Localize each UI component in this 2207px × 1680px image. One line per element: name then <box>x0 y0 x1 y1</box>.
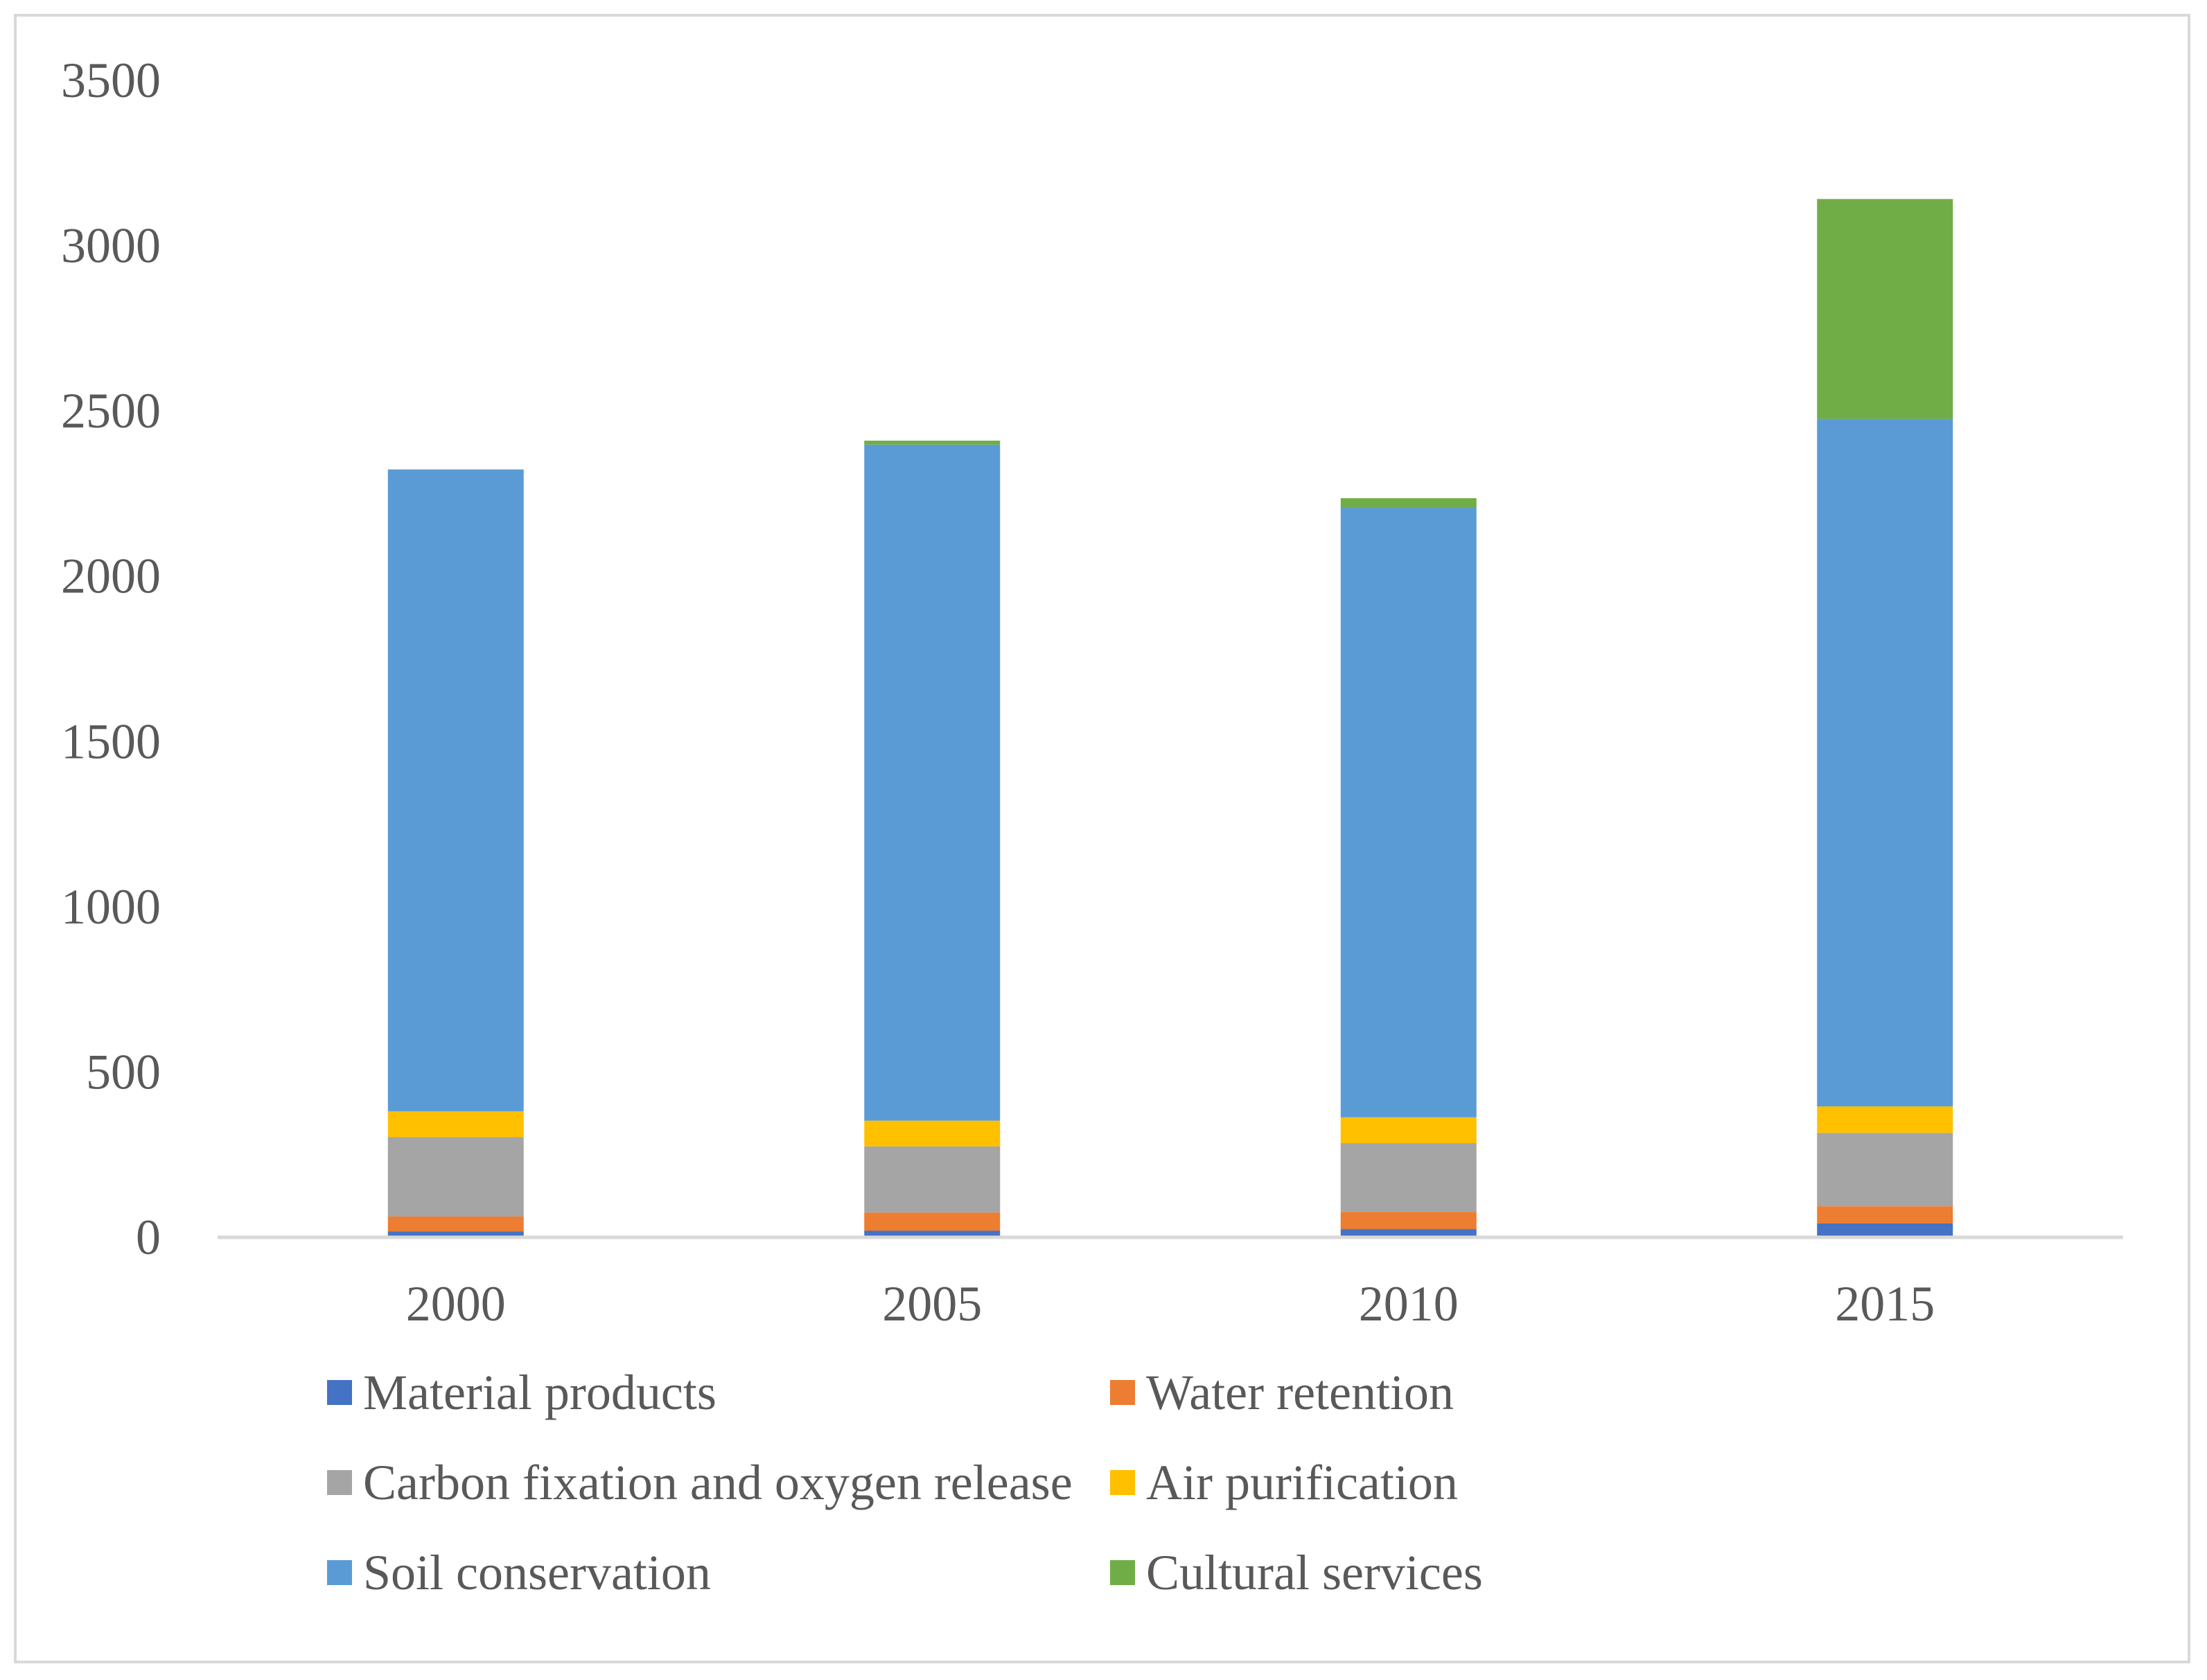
bar-2000-water-retention <box>387 1216 524 1232</box>
bar-2005-water-retention <box>864 1212 1001 1231</box>
x-axis-tick-labels: 2000 2005 2010 2015 <box>406 1276 1935 1332</box>
legend-swatch <box>1110 1470 1135 1495</box>
legend-swatch <box>327 1380 352 1405</box>
bar-stacks <box>387 199 1953 1237</box>
chart-frame: 0 500 1000 1500 2000 2500 3000 3500 2000 2005 201… <box>14 14 2190 1663</box>
legend-item-air-purification: Air purification <box>1110 1455 1458 1510</box>
bar-2015-carbon-fixation-and-oxygen-release <box>1817 1133 1953 1207</box>
x-tick-label-2000: 2000 <box>406 1276 506 1332</box>
y-tick-label-0: 0 <box>136 1210 161 1265</box>
bar-2010-cultural-services <box>1340 498 1477 508</box>
legend-label: Air purification <box>1146 1455 1458 1510</box>
bar-stack-2015 <box>1817 199 1953 1237</box>
bar-stack-2010 <box>1340 498 1477 1237</box>
bar-2015-air-purification <box>1817 1106 1953 1133</box>
legend-item-cultural-services: Cultural services <box>1110 1545 1483 1600</box>
y-tick-label-3000: 3000 <box>61 218 161 274</box>
y-tick-label-500: 500 <box>86 1044 161 1099</box>
bar-2005-soil-conservation <box>864 444 1001 1121</box>
legend-item-soil-conservation: Soil conservation <box>327 1545 711 1600</box>
bar-2010-soil-conservation <box>1340 507 1477 1117</box>
legend-item-material-products: Material products <box>327 1365 716 1420</box>
legend: Material products Water retention Carbon f… <box>327 1365 1483 1600</box>
bar-2000-material-products <box>387 1231 524 1237</box>
bar-2010-carbon-fixation-and-oxygen-release <box>1340 1143 1477 1212</box>
bar-2005-carbon-fixation-and-oxygen-release <box>864 1146 1001 1213</box>
bar-stack-2005 <box>864 441 1001 1237</box>
legend-item-carbon-fixation-and-oxygen-release: Carbon fixation and oxygen release <box>327 1455 1073 1510</box>
stacked-bar-chart: 0 500 1000 1500 2000 2500 3000 3500 2000 2005 201… <box>61 53 2123 1600</box>
y-tick-label-1500: 1500 <box>61 714 161 769</box>
bar-2000-air-purification <box>387 1111 524 1138</box>
bar-2000-carbon-fixation-and-oxygen-release <box>387 1137 524 1217</box>
bar-2010-water-retention <box>1340 1212 1477 1230</box>
y-tick-label-1000: 1000 <box>61 879 161 935</box>
x-tick-label-2010: 2010 <box>1359 1276 1459 1332</box>
bar-2010-air-purification <box>1340 1117 1477 1144</box>
legend-label: Carbon fixation and oxygen release <box>363 1455 1073 1510</box>
y-tick-label-2000: 2000 <box>61 549 161 604</box>
legend-swatch <box>1110 1560 1135 1585</box>
x-tick-label-2005: 2005 <box>882 1276 982 1332</box>
bar-2005-air-purification <box>864 1120 1001 1147</box>
legend-label: Cultural services <box>1146 1545 1483 1600</box>
legend-label: Water retention <box>1146 1365 1454 1420</box>
bar-2015-material-products <box>1817 1223 1953 1237</box>
legend-swatch <box>327 1560 352 1585</box>
bar-2005-material-products <box>864 1230 1001 1237</box>
bar-2005-cultural-services <box>864 441 1001 445</box>
bar-stack-2000 <box>387 469 524 1237</box>
y-tick-label-2500: 2500 <box>61 383 161 439</box>
bar-2015-water-retention <box>1817 1206 1953 1223</box>
bar-2015-cultural-services <box>1817 199 1953 419</box>
legend-label: Material products <box>363 1365 716 1420</box>
bar-2015-soil-conservation <box>1817 418 1953 1107</box>
x-tick-label-2015: 2015 <box>1835 1276 1935 1332</box>
bar-2010-material-products <box>1340 1229 1477 1237</box>
legend-label: Soil conservation <box>363 1545 711 1600</box>
y-tick-label-3500: 3500 <box>61 53 161 108</box>
y-axis-tick-labels: 0 500 1000 1500 2000 2500 3000 3500 <box>61 53 161 1265</box>
bar-2000-soil-conservation <box>387 469 524 1112</box>
legend-swatch <box>327 1470 352 1495</box>
legend-swatch <box>1110 1380 1135 1405</box>
legend-item-water-retention: Water retention <box>1110 1365 1454 1420</box>
